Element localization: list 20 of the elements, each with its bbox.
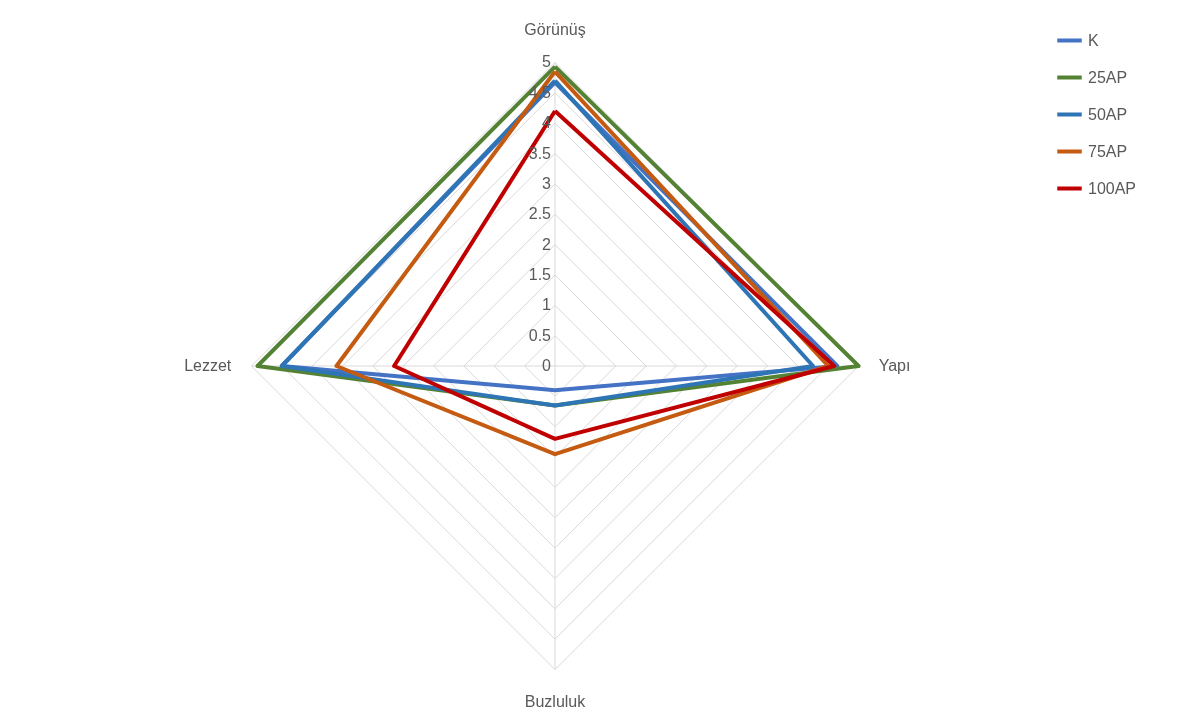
legend-label: 75AP [1088,142,1128,160]
y-tick-label: 0.5 [528,326,552,344]
legend-label: 50AP [1088,105,1128,123]
y-tick-label: 4.5 [528,83,552,101]
y-tick-label: 5 [542,53,552,71]
y-tick-label: 4 [542,114,552,132]
y-tick-label: 3 [542,174,552,192]
spoke-label: Yapı [878,357,911,374]
legend-label: K [1088,31,1099,49]
y-tick-label: 0 [542,357,552,374]
y-tick-label: 1 [542,296,552,314]
y-tick-label: 2 [542,235,552,253]
spoke-label: Görünüş [524,21,586,39]
y-tick-label: 1.5 [528,265,552,283]
spoke-label: Buzluluk [524,692,587,710]
legend-label: 25AP [1088,68,1128,86]
y-tick-label: 3.5 [528,144,552,162]
spoke-label: Lezzet [184,357,232,374]
legend-label: 100AP [1088,179,1137,197]
y-tick-label: 2.5 [528,205,552,223]
